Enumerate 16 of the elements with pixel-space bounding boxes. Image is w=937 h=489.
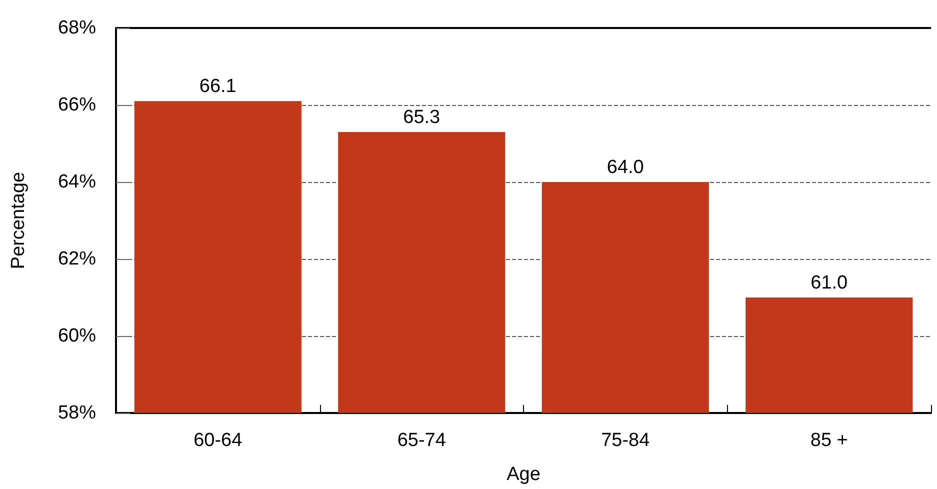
x-tick-label: 60-64 xyxy=(194,430,243,451)
data-label: 66.1 xyxy=(199,76,236,98)
y-tick-label: 68% xyxy=(58,18,96,38)
y-tick-label: 66% xyxy=(58,94,96,116)
y-tick-label: 60% xyxy=(58,326,96,346)
x-tick-label: 85 + xyxy=(810,430,848,451)
data-label: 61.0 xyxy=(810,272,848,294)
data-label: 64.0 xyxy=(606,157,644,178)
y-tick-label: 62% xyxy=(58,248,96,270)
y-tick-label: 64% xyxy=(58,172,96,192)
x-axis-title: Age xyxy=(506,464,540,485)
x-tick-label: 75-84 xyxy=(601,430,650,451)
x-tick-label: 65-74 xyxy=(397,430,446,451)
data-label: 65.3 xyxy=(403,106,440,128)
y-axis-title: Percentage xyxy=(8,172,29,270)
y-tick-label: 58% xyxy=(58,402,96,424)
